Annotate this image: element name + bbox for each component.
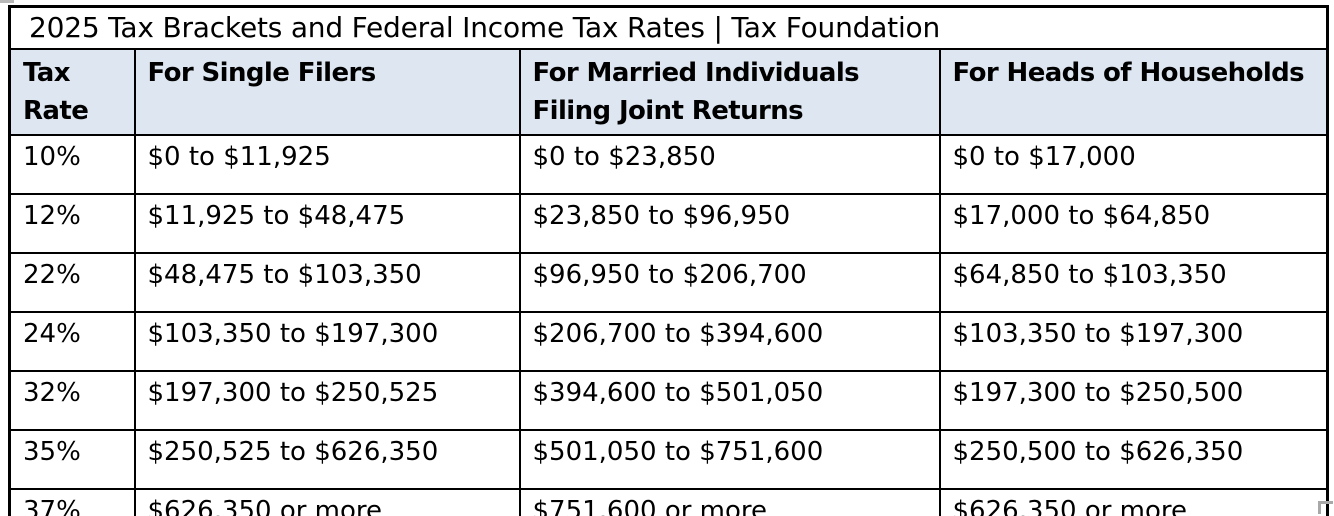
head-household-cell: $0 to $17,000	[938, 134, 1329, 196]
tax-brackets-table: 2025 Tax Brackets and Federal Income Tax…	[8, 5, 1330, 516]
married-joint-cell: $23,850 to $96,950	[518, 193, 941, 255]
table-row-12pct: 12% $11,925 to $48,475 $23,850 to $96,95…	[8, 193, 1329, 255]
table-header-row: Tax Rate For Single Filers For Married I…	[8, 47, 1329, 137]
table-row-35pct: 35% $250,525 to $626,350 $501,050 to $75…	[8, 429, 1329, 491]
single-filers-cell: $197,300 to $250,525	[133, 370, 521, 432]
head-household-cell: $103,350 to $197,300	[938, 311, 1329, 373]
head-household-cell: $197,300 to $250,500	[938, 370, 1329, 432]
column-header-tax-rate: Tax Rate	[8, 47, 136, 137]
table-row-10pct: 10% $0 to $11,925 $0 to $23,850 $0 to $1…	[8, 134, 1329, 196]
married-joint-cell: $0 to $23,850	[518, 134, 941, 196]
tax-rate-cell: 35%	[8, 429, 136, 491]
table-row-22pct: 22% $48,475 to $103,350 $96,950 to $206,…	[8, 252, 1329, 314]
table-title-row: 2025 Tax Brackets and Federal Income Tax…	[8, 5, 1329, 50]
selection-corner-artifact-top-left	[0, 0, 14, 3]
head-household-cell: $626,350 or more	[938, 488, 1329, 516]
page-title: 2025 Tax Brackets and Federal Income Tax…	[8, 5, 1329, 50]
table-row-37pct: 37% $626,350 or more $751,600 or more $6…	[8, 488, 1329, 516]
married-joint-cell: $751,600 or more	[518, 488, 941, 516]
single-filers-cell: $250,525 to $626,350	[133, 429, 521, 491]
column-header-heads-of-household: For Heads of Households	[938, 47, 1329, 137]
single-filers-cell: $11,925 to $48,475	[133, 193, 521, 255]
married-joint-cell: $394,600 to $501,050	[518, 370, 941, 432]
resize-handle-corner[interactable]	[1318, 501, 1333, 514]
tax-rate-cell: 12%	[8, 193, 136, 255]
tax-rate-cell: 22%	[8, 252, 136, 314]
tax-rate-cell: 10%	[8, 134, 136, 196]
tax-rate-cell: 37%	[8, 488, 136, 516]
head-household-cell: $17,000 to $64,850	[938, 193, 1329, 255]
single-filers-cell: $48,475 to $103,350	[133, 252, 521, 314]
head-household-cell: $250,500 to $626,350	[938, 429, 1329, 491]
single-filers-cell: $626,350 or more	[133, 488, 521, 516]
table-row-24pct: 24% $103,350 to $197,300 $206,700 to $39…	[8, 311, 1329, 373]
single-filers-cell: $0 to $11,925	[133, 134, 521, 196]
column-header-single-filers: For Single Filers	[133, 47, 521, 137]
married-joint-cell: $501,050 to $751,600	[518, 429, 941, 491]
column-header-married-joint: For Married Individuals Filing Joint Ret…	[518, 47, 941, 137]
married-joint-cell: $206,700 to $394,600	[518, 311, 941, 373]
single-filers-cell: $103,350 to $197,300	[133, 311, 521, 373]
tax-rate-cell: 32%	[8, 370, 136, 432]
table-row-32pct: 32% $197,300 to $250,525 $394,600 to $50…	[8, 370, 1329, 432]
head-household-cell: $64,850 to $103,350	[938, 252, 1329, 314]
married-joint-cell: $96,950 to $206,700	[518, 252, 941, 314]
tax-rate-cell: 24%	[8, 311, 136, 373]
